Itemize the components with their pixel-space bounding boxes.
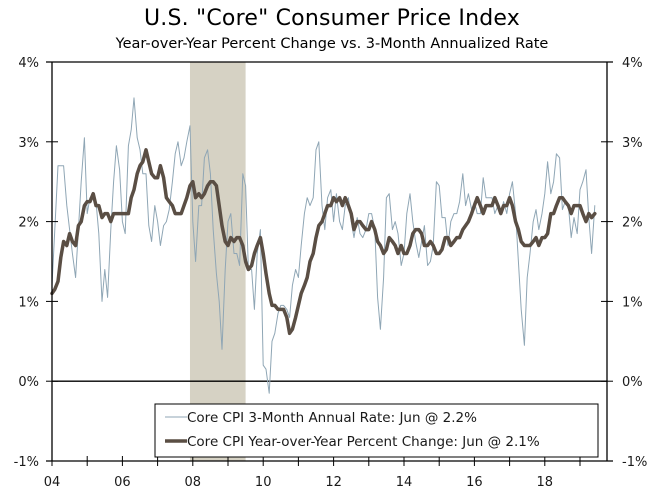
y-tick-label-left: -1%: [14, 455, 39, 470]
y-tick-label-left: 4%: [18, 56, 39, 71]
legend-label-3-month-rate: Core CPI 3-Month Annual Rate: Jun @ 2.2%: [187, 410, 477, 426]
y-tick-label-right: -1%: [622, 455, 647, 470]
axes-layer: 4% 4% 3% 3% 2% 2% 1% 1% 0% 0% -1% -1% 04 06 08 10 12 14 16…: [14, 56, 648, 490]
legend-label-yoy: Core CPI Year-over-Year Percent Change: …: [187, 434, 540, 450]
chart-title: U.S. "Core" Consumer Price Index: [144, 6, 520, 31]
x-tick-label: 12: [325, 475, 342, 490]
series-line-yoy: [50, 148, 597, 336]
y-tick-label-left: 3%: [18, 136, 39, 151]
x-tick-label: 06: [114, 475, 131, 490]
series-layer: [50, 97, 597, 394]
y-tick-label-left: 2%: [18, 216, 39, 231]
x-tick-label: 08: [185, 475, 202, 490]
y-tick-label-right: 2%: [622, 216, 643, 231]
y-tick-label-right: 1%: [622, 295, 643, 310]
y-tick-label-left: 0%: [18, 375, 39, 390]
legend-box: [154, 403, 599, 458]
x-tick-label: 16: [466, 475, 483, 490]
series-yoy: [50, 148, 597, 336]
x-tick-label: 14: [396, 475, 413, 490]
series-3-month-rate: [51, 97, 596, 394]
legend: Core CPI 3-Month Annual Rate: Jun @ 2.2%…: [154, 403, 599, 458]
recession-shading-band: [189, 62, 246, 461]
x-tick-label: 18: [537, 475, 554, 490]
y-tick-label-left: 1%: [18, 295, 39, 310]
series-line-3-month-rate: [51, 97, 596, 394]
x-tick-label: 10: [255, 475, 272, 490]
y-tick-label-right: 4%: [622, 56, 643, 71]
x-tick-label: 04: [44, 475, 61, 490]
chart-subtitle: Year-over-Year Percent Change vs. 3-Mont…: [115, 36, 549, 52]
recession-shading-layer: [189, 62, 246, 461]
y-tick-label-right: 3%: [622, 136, 643, 151]
y-tick-label-right: 0%: [622, 375, 643, 390]
